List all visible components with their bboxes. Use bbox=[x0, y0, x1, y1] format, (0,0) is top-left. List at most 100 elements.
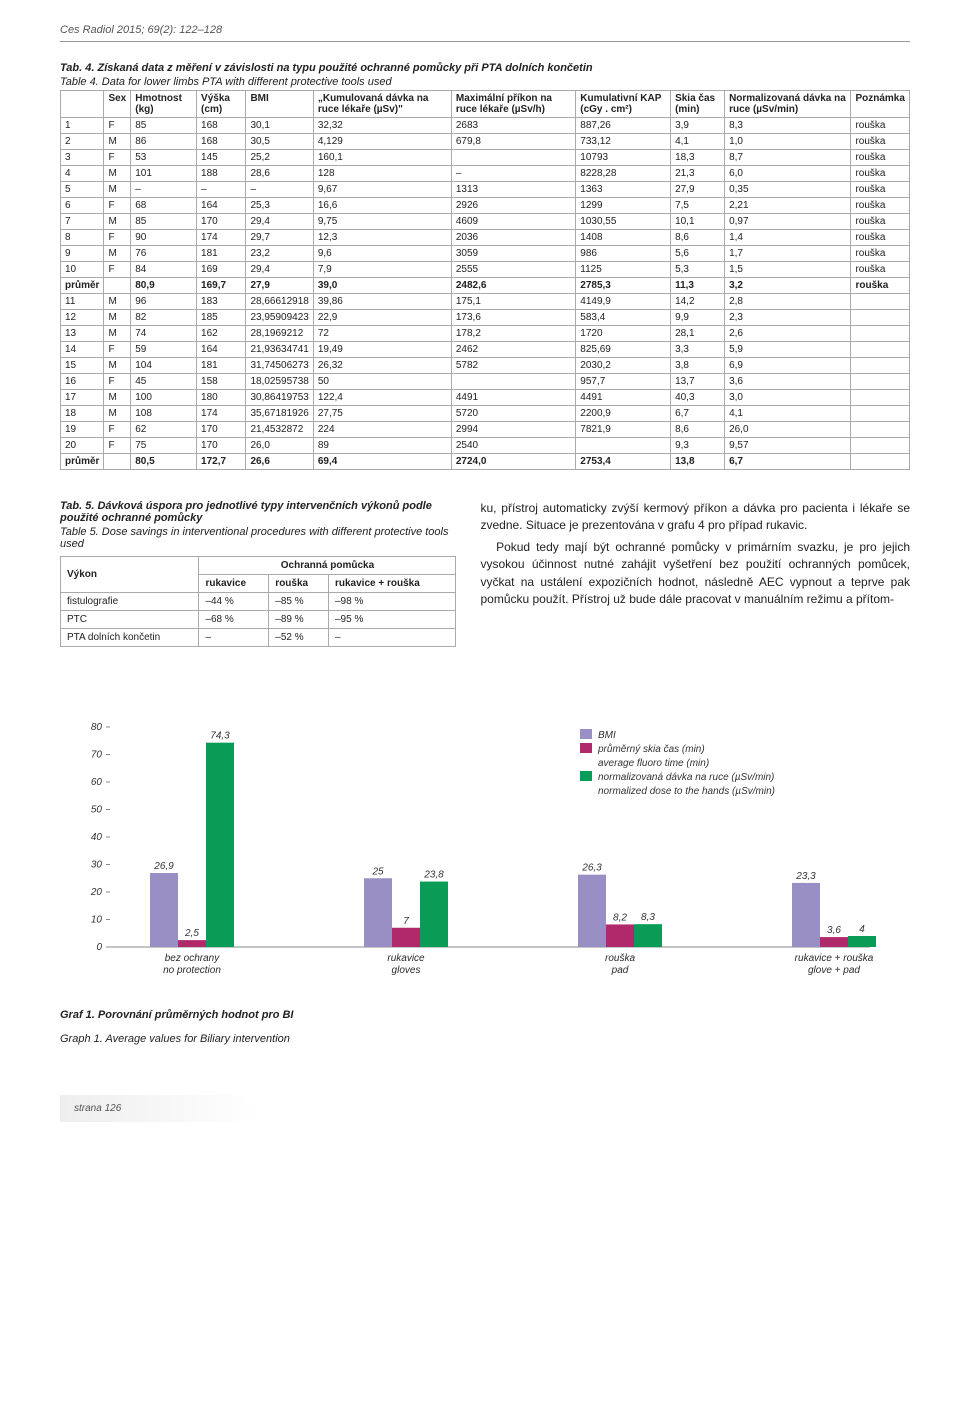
table-cell: – bbox=[199, 629, 269, 647]
table-row: PTA dolních končetin––52 %– bbox=[61, 629, 456, 647]
table-cell: 169,7 bbox=[197, 278, 246, 294]
table-cell: 2555 bbox=[451, 262, 575, 278]
table-cell: 2200,9 bbox=[576, 406, 671, 422]
table-cell: 20 bbox=[61, 438, 104, 454]
body-para-2: Pokud tedy mají být ochranné pomůcky v p… bbox=[480, 539, 910, 609]
table-4-col: Hmotnost (kg) bbox=[131, 91, 197, 118]
table-cell: 0,35 bbox=[725, 182, 851, 198]
table-cell: 3 bbox=[61, 150, 104, 166]
table-cell: 9,9 bbox=[671, 310, 725, 326]
table-cell: 96 bbox=[131, 294, 197, 310]
table-cell: –44 % bbox=[199, 593, 269, 611]
table-cell: rouška bbox=[851, 166, 910, 182]
bar bbox=[178, 940, 206, 947]
svg-text:normalized dose to the hands (: normalized dose to the hands (µSv/min) bbox=[598, 786, 775, 797]
table-cell: – bbox=[246, 182, 313, 198]
table-cell: 2,21 bbox=[725, 198, 851, 214]
table-cell: 23,95909423 bbox=[246, 310, 313, 326]
body-para-1: ku, přístroj automaticky zvýší kermový p… bbox=[480, 500, 910, 535]
svg-text:50: 50 bbox=[91, 805, 103, 816]
table-cell: 224 bbox=[313, 422, 451, 438]
table-cell: 7,5 bbox=[671, 198, 725, 214]
table-cell: 3059 bbox=[451, 246, 575, 262]
table-cell: 169 bbox=[197, 262, 246, 278]
table-cell: 6,9 bbox=[725, 358, 851, 374]
table-cell: 1,5 bbox=[725, 262, 851, 278]
svg-text:40: 40 bbox=[91, 832, 103, 843]
svg-text:25: 25 bbox=[371, 866, 384, 877]
table-cell: rouška bbox=[851, 278, 910, 294]
svg-text:4: 4 bbox=[859, 924, 865, 935]
table-row: 6F6816425,316,6292612997,52,21rouška bbox=[61, 198, 910, 214]
table-cell: 30,5 bbox=[246, 134, 313, 150]
table-4-col: BMI bbox=[246, 91, 313, 118]
svg-text:23,8: 23,8 bbox=[423, 870, 444, 881]
table-cell: 5 bbox=[61, 182, 104, 198]
table-cell: F bbox=[104, 118, 131, 134]
table-cell: 19,49 bbox=[313, 342, 451, 358]
table-cell: M bbox=[104, 182, 131, 198]
svg-text:normalizovaná dávka na ruce (µ: normalizovaná dávka na ruce (µSv/min) bbox=[598, 772, 774, 783]
table-cell: 173,6 bbox=[451, 310, 575, 326]
table-row: 1F8516830,132,322683887,263,98,3rouška bbox=[61, 118, 910, 134]
table-cell: 4491 bbox=[451, 390, 575, 406]
chart-svg: 0102030405060708026,92,574,3bez ochranyn… bbox=[60, 717, 910, 997]
table-cell: 85 bbox=[131, 118, 197, 134]
svg-text:8,2: 8,2 bbox=[613, 912, 627, 923]
table-cell: PTC bbox=[61, 611, 199, 629]
table-cell: 3,2 bbox=[725, 278, 851, 294]
table-cell: 16 bbox=[61, 374, 104, 390]
table-row: 13M7416228,196921272178,2172028,12,6 bbox=[61, 326, 910, 342]
table-cell: 1363 bbox=[576, 182, 671, 198]
table-cell: 21,93634741 bbox=[246, 342, 313, 358]
bar bbox=[150, 873, 178, 947]
table-cell: 6 bbox=[61, 198, 104, 214]
table-cell: rouška bbox=[851, 198, 910, 214]
table-row: fistulografie–44 %–85 %–98 % bbox=[61, 593, 456, 611]
table-cell: 69,4 bbox=[313, 454, 451, 470]
table-row: 14F5916421,9363474119,492462825,693,35,9 bbox=[61, 342, 910, 358]
table-cell: F bbox=[104, 150, 131, 166]
table-cell: 2,3 bbox=[725, 310, 851, 326]
table-cell: 62 bbox=[131, 422, 197, 438]
table-cell: –68 % bbox=[199, 611, 269, 629]
table-cell: M bbox=[104, 406, 131, 422]
table-cell: 3,3 bbox=[671, 342, 725, 358]
t5-h-vykon: Výkon bbox=[61, 557, 199, 593]
table-5: Výkon Ochranná pomůcka rukavicerouškaruk… bbox=[60, 556, 456, 647]
table-cell: 80,5 bbox=[131, 454, 197, 470]
table-cell: 68 bbox=[131, 198, 197, 214]
svg-text:26,9: 26,9 bbox=[153, 861, 174, 872]
table-row: 17M10018030,86419753122,44491449140,33,0 bbox=[61, 390, 910, 406]
table-cell: 9 bbox=[61, 246, 104, 262]
table-cell: 679,8 bbox=[451, 134, 575, 150]
table-cell bbox=[576, 438, 671, 454]
table-cell: 89 bbox=[313, 438, 451, 454]
table-row: PTC–68 %–89 %–95 % bbox=[61, 611, 456, 629]
table-cell bbox=[851, 342, 910, 358]
table-cell: 7 bbox=[61, 214, 104, 230]
table-cell: F bbox=[104, 230, 131, 246]
table-cell: rouška bbox=[851, 182, 910, 198]
svg-text:bez ochrany: bez ochrany bbox=[165, 953, 220, 964]
svg-text:průměrný skia čas (min): průměrný skia čas (min) bbox=[597, 743, 705, 755]
svg-text:BMI: BMI bbox=[598, 730, 616, 741]
table-cell: 12 bbox=[61, 310, 104, 326]
table-row: 9M7618123,29,630599865,61,7rouška bbox=[61, 246, 910, 262]
journal-header-text: Ces Radiol 2015; 69(2): 122–128 bbox=[60, 24, 222, 36]
table-cell: 175,1 bbox=[451, 294, 575, 310]
table-cell: rouška bbox=[851, 214, 910, 230]
table-cell: 12,3 bbox=[313, 230, 451, 246]
table-cell: 2683 bbox=[451, 118, 575, 134]
table-cell: 2724,0 bbox=[451, 454, 575, 470]
table-row: 8F9017429,712,3203614088,61,4rouška bbox=[61, 230, 910, 246]
svg-text:gloves: gloves bbox=[392, 965, 421, 976]
tab5-caption-cs: Tab. 5. Dávková úspora pro jednotlivé ty… bbox=[60, 500, 456, 524]
table-cell: 30,86419753 bbox=[246, 390, 313, 406]
table-cell: 4609 bbox=[451, 214, 575, 230]
table-cell: 26,0 bbox=[725, 422, 851, 438]
table-cell: –98 % bbox=[328, 593, 456, 611]
table-cell: 3,9 bbox=[671, 118, 725, 134]
table-cell: rouška bbox=[851, 246, 910, 262]
table-cell: 1,0 bbox=[725, 134, 851, 150]
